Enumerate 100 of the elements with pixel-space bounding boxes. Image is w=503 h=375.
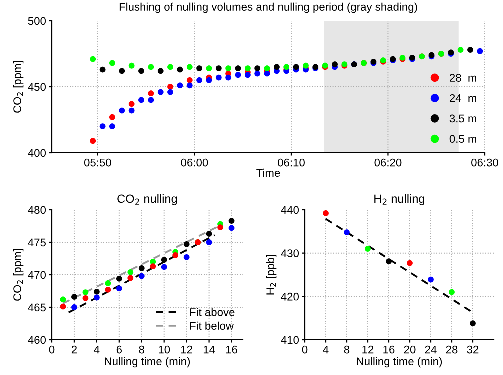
point	[235, 72, 242, 78]
x-tick-label: 05:50	[84, 158, 112, 167]
point	[386, 258, 392, 265]
x-tick-label: 2	[72, 346, 78, 354]
point	[109, 60, 116, 66]
y-axis-title: CO$_{2}$ [ppm]	[13, 249, 24, 301]
point	[148, 97, 154, 104]
point	[105, 280, 112, 286]
y-tick-label: 470	[28, 271, 46, 280]
point	[206, 231, 212, 237]
point	[138, 97, 144, 104]
point	[245, 66, 251, 72]
chart-title: CO$_{2}$ nulling	[118, 194, 178, 206]
x-tick-label: 8	[344, 346, 350, 354]
point	[254, 66, 261, 72]
point	[60, 304, 66, 310]
y-tick-label: 400	[28, 149, 46, 158]
point	[158, 89, 164, 96]
point	[407, 260, 413, 266]
x-tick-label: 16	[384, 346, 395, 354]
x-tick-label: 4	[323, 346, 329, 354]
point	[477, 48, 484, 54]
point	[458, 47, 464, 53]
x-tick-label: 10	[159, 346, 170, 354]
x-tick-label: 20	[404, 346, 416, 354]
point	[365, 246, 371, 252]
x-tick-label: 06:10	[278, 158, 305, 167]
y-tick-label: 450	[28, 83, 46, 92]
x-tick-label: 06:30	[472, 158, 498, 167]
point	[94, 294, 100, 301]
point	[60, 296, 66, 303]
y-tick-label: 460	[28, 336, 46, 344]
point	[119, 68, 126, 74]
y-tick-label: 410	[281, 336, 300, 344]
point	[206, 77, 212, 84]
legend-label: Fit above	[190, 308, 235, 316]
point	[235, 66, 242, 72]
x-tick-label: 32	[467, 346, 479, 354]
point	[72, 294, 78, 300]
x-tick-label: 8	[139, 346, 144, 354]
y-axis-title: H$_{2}$ [ppb]	[266, 255, 277, 295]
point	[468, 47, 474, 53]
x-tick-label: 12	[362, 346, 374, 354]
point	[90, 138, 96, 144]
point	[186, 77, 193, 84]
chart-title: Flushing of nulling volumes and nulling period (gray shading)	[120, 2, 418, 14]
point	[150, 264, 156, 270]
point	[72, 304, 78, 310]
point	[128, 108, 135, 114]
y-tick-label: 475	[28, 238, 46, 247]
x-tick-label: 0	[302, 346, 308, 354]
point	[206, 66, 212, 72]
chart-title: H$_{2}$ nulling	[374, 194, 425, 206]
point	[184, 254, 190, 260]
point	[303, 62, 309, 69]
point	[228, 218, 235, 224]
y-tick-label: 500	[28, 17, 46, 26]
x-tick-label: 06:00	[181, 158, 208, 167]
legend-label: 24 m	[450, 94, 476, 102]
x-axis-title: Nulling time (min)	[357, 357, 442, 368]
point	[128, 275, 134, 282]
point	[284, 64, 290, 70]
point	[82, 295, 89, 302]
point	[168, 89, 174, 96]
point	[100, 66, 106, 73]
point	[274, 64, 280, 70]
point	[228, 225, 235, 232]
point	[449, 289, 455, 296]
x-tick-label: 14	[204, 346, 216, 354]
point	[216, 66, 222, 72]
point	[109, 114, 116, 120]
point	[293, 64, 300, 70]
x-tick-label: 6	[116, 346, 122, 354]
point	[206, 240, 212, 246]
legend-label: 28 m	[450, 74, 476, 82]
point	[82, 290, 89, 296]
y-tick-label: 465	[28, 304, 46, 312]
point	[128, 269, 134, 276]
legend-label: 3.5 m	[450, 114, 476, 123]
x-tick-label: 24	[425, 346, 437, 354]
point	[100, 124, 106, 130]
point	[186, 82, 193, 89]
point	[332, 62, 338, 68]
point	[138, 273, 145, 280]
point	[168, 84, 174, 90]
x-axis-title: Nulling time (min)	[105, 357, 190, 368]
point	[428, 276, 434, 283]
point	[148, 64, 154, 70]
point	[161, 264, 168, 270]
x-tick-label: 4	[94, 346, 100, 354]
point	[105, 287, 112, 293]
point	[148, 90, 154, 97]
point	[138, 266, 145, 272]
x-axis-title: Time	[256, 168, 280, 178]
x-tick-label: 12	[181, 346, 192, 354]
point	[216, 74, 222, 81]
x-tick-label: 28	[446, 346, 458, 354]
point	[344, 230, 350, 236]
point	[128, 101, 135, 108]
y-tick-label: 480	[28, 206, 46, 214]
